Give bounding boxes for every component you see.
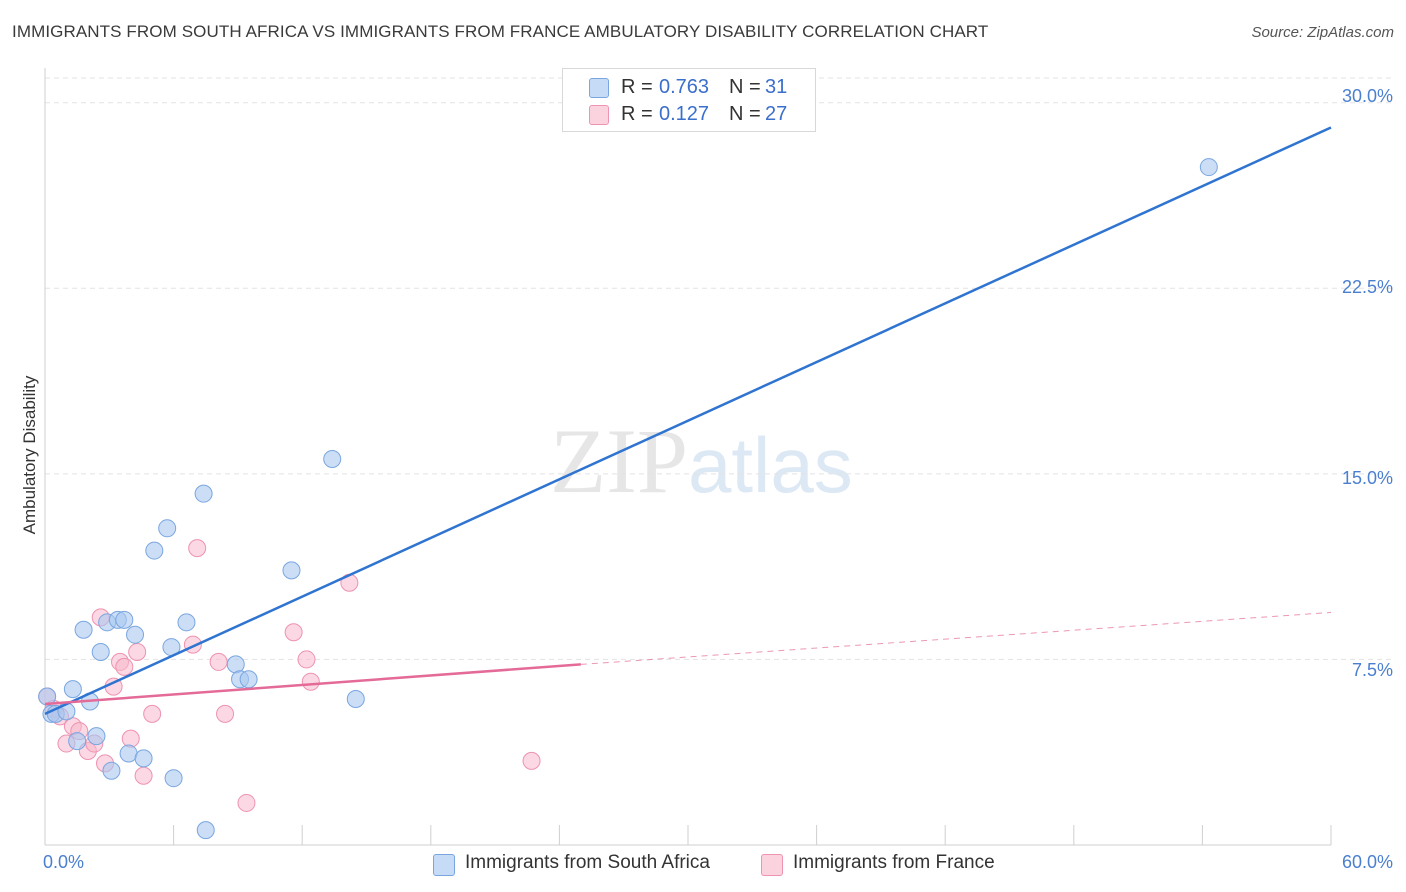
legend-swatch xyxy=(761,854,783,876)
watermark-atlas: atlas xyxy=(688,421,853,509)
data-point-south-africa xyxy=(194,484,213,503)
data-point-south-africa xyxy=(145,541,164,560)
trendline-france-extension xyxy=(580,611,1332,665)
data-point-south-africa xyxy=(196,821,215,840)
legend-r-value: 0.763 xyxy=(659,76,710,98)
legend-n-label: N = xyxy=(729,103,761,125)
data-point-france xyxy=(134,766,153,785)
data-point-france xyxy=(522,751,541,770)
data-point-south-africa xyxy=(126,625,145,644)
data-point-south-africa xyxy=(158,519,177,538)
legend-swatch xyxy=(589,78,609,98)
legend-n-value: 31 xyxy=(765,76,788,98)
data-point-south-africa xyxy=(226,655,245,674)
data-point-france xyxy=(237,793,256,812)
data-point-south-africa xyxy=(91,643,110,662)
data-point-south-africa xyxy=(115,610,134,629)
data-point-south-africa xyxy=(164,769,183,788)
data-point-south-africa xyxy=(63,680,82,699)
data-point-france xyxy=(297,650,316,669)
data-point-south-africa xyxy=(119,744,138,763)
data-point-france xyxy=(188,539,207,558)
data-point-france xyxy=(128,643,147,662)
data-point-south-africa xyxy=(323,450,342,469)
y-tick-label: 22.5% xyxy=(1341,277,1393,297)
legend-label: Immigrants from France xyxy=(793,852,995,873)
data-point-south-africa xyxy=(87,727,106,746)
data-point-south-africa xyxy=(239,670,258,689)
y-tick-label: 15.0% xyxy=(1341,468,1393,488)
data-point-south-africa xyxy=(1199,158,1218,177)
data-point-france xyxy=(115,657,134,676)
data-point-france xyxy=(216,704,235,723)
legend-label: Immigrants from South Africa xyxy=(465,852,710,873)
data-point-france xyxy=(209,652,228,671)
data-point-south-africa xyxy=(346,690,365,709)
chart-title: IMMIGRANTS FROM SOUTH AFRICA VS IMMIGRAN… xyxy=(12,22,989,41)
data-point-south-africa xyxy=(282,561,301,580)
data-point-france xyxy=(284,623,303,642)
legend-n-value: 27 xyxy=(765,103,788,125)
data-point-south-africa xyxy=(134,749,153,768)
legend-r-label: R = xyxy=(621,76,653,98)
x-tick-label: 0.0% xyxy=(43,852,85,872)
y-axis-label: Ambulatory Disability xyxy=(20,375,39,535)
data-point-france xyxy=(143,704,162,723)
legend-swatch xyxy=(433,854,455,876)
legend-r-label: R = xyxy=(621,103,653,125)
data-point-south-africa xyxy=(102,761,121,780)
data-point-france xyxy=(301,672,320,691)
watermark: ZIPatlas xyxy=(550,408,853,514)
watermark-zip: ZIP xyxy=(550,410,688,512)
x-tick-label: 60.0% xyxy=(1341,852,1393,872)
legend-r-value: 0.127 xyxy=(659,103,710,125)
trendline-south-africa xyxy=(44,126,1332,716)
legend-n-label: N = xyxy=(729,76,761,98)
y-tick-label: 7.5% xyxy=(1351,660,1393,680)
data-point-south-africa xyxy=(74,620,93,639)
legend-swatch xyxy=(589,105,609,125)
data-point-south-africa xyxy=(177,613,196,632)
data-point-south-africa xyxy=(68,732,87,751)
source-label: Source: ZipAtlas.com xyxy=(1251,24,1394,41)
y-tick-label: 30.0% xyxy=(1341,86,1393,106)
trendline-france xyxy=(44,663,581,706)
correlation-legend: R = 0.763 N = 31 R = 0.127 N = 27 xyxy=(562,68,816,132)
data-point-france xyxy=(121,729,140,748)
